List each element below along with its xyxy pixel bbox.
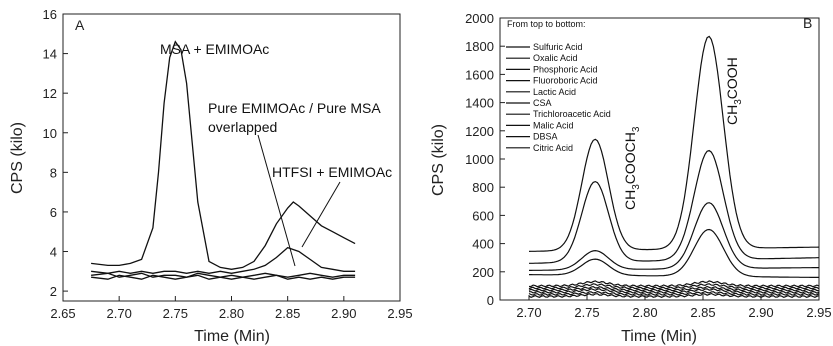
panel-b-series-line-7 bbox=[529, 288, 820, 294]
panel-a-series-line-2 bbox=[91, 272, 356, 278]
panel-b-x-tick-label: 2.90 bbox=[748, 305, 773, 320]
panel-a-y-tick-label: 10 bbox=[43, 126, 57, 141]
peak-label-ch3cooh: CH3COOH bbox=[724, 57, 744, 125]
panel-b-y-tick-label: 200 bbox=[472, 265, 494, 280]
panel-b-legend: From top to bottom: Sulfuric AcidOxalic … bbox=[506, 19, 611, 153]
panel-b-x-tick-label: 2.95 bbox=[806, 305, 831, 320]
legend-label: Citric Acid bbox=[533, 143, 573, 153]
panel-a-y-tick-label: 4 bbox=[50, 245, 57, 260]
legend-label: Oxalic Acid bbox=[533, 53, 578, 63]
panel-b-y-tick-label: 0 bbox=[487, 293, 494, 308]
panel-a-y-tick-label: 12 bbox=[43, 86, 57, 101]
panel-a-y-tick-label: 2 bbox=[50, 284, 57, 299]
panel-b-x-tick-label: 2.85 bbox=[690, 305, 715, 320]
panel-b-y-ticks: 0 200 400 600 800 1000 1200 1400 1600 1800 2000 bbox=[465, 11, 505, 308]
legend-label: Malic Acid bbox=[533, 120, 574, 130]
panel-b-series-line-6 bbox=[528, 285, 820, 292]
peak-label-ch3cooch3: CH3COOCH3 bbox=[622, 126, 642, 210]
panel-a-y-ticks: 2 4 6 8 10 12 14 16 bbox=[43, 7, 68, 299]
panel-a-x-axis-title: Time (Min) bbox=[194, 328, 270, 345]
panel-b-series-line-1 bbox=[529, 149, 819, 264]
annotation-pure-overlapped-line1: Pure EMIMOAc / Pure MSA bbox=[208, 100, 381, 116]
panel-b-series-line-5 bbox=[528, 283, 820, 290]
panel-b-y-tick-label: 1200 bbox=[465, 124, 494, 139]
annotation-pure-overlapped-line2: overlapped bbox=[208, 119, 277, 135]
annotation-pointer-overlapped bbox=[257, 134, 296, 267]
panel-a: 2.65 2.70 2.75 2.80 2.85 2.90 2.95 2 4 6 8 10 12 14 1… bbox=[9, 7, 413, 345]
panel-b-y-tick-label: 400 bbox=[472, 237, 494, 252]
panel-b-x-tick-label: 2.75 bbox=[574, 305, 599, 320]
panel-a-y-tick-label: 8 bbox=[50, 165, 57, 180]
legend-label: Lactic Acid bbox=[533, 87, 576, 97]
panel-b: 2.70 2.75 2.80 2.85 2.90 2.95 0 200 400 600 800 10… bbox=[430, 11, 832, 345]
panel-a-y-tick-label: 16 bbox=[43, 7, 57, 22]
panel-b-y-tick-label: 1800 bbox=[465, 39, 494, 54]
panel-a-x-tick-label: 2.95 bbox=[387, 306, 412, 321]
panel-b-x-tick-label: 2.80 bbox=[632, 305, 657, 320]
panel-a-x-tick-label: 2.80 bbox=[219, 306, 244, 321]
annotation-htfsi-emimoac: HTFSI + EMIMOAc bbox=[272, 164, 392, 180]
panel-b-x-axis-title: Time (Min) bbox=[621, 328, 697, 345]
panel-b-x-ticks: 2.70 2.75 2.80 2.85 2.90 2.95 bbox=[516, 295, 832, 320]
panel-b-series-line-4 bbox=[528, 280, 820, 288]
panel-a-x-tick-label: 2.85 bbox=[275, 306, 300, 321]
panel-b-y-axis-title: CPS (kilo) bbox=[430, 124, 447, 196]
panel-a-series bbox=[91, 40, 356, 280]
panel-b-series-line-0 bbox=[528, 35, 820, 252]
legend-title: From top to bottom: bbox=[507, 19, 586, 29]
panel-a-x-ticks: 2.65 2.70 2.75 2.80 2.85 2.90 2.95 bbox=[50, 296, 413, 321]
legend-label: Fluoroboric Acid bbox=[533, 76, 598, 86]
panel-b-series-line-8 bbox=[528, 290, 820, 296]
panel-b-y-tick-label: 1400 bbox=[465, 96, 494, 111]
panel-b-series bbox=[528, 35, 820, 298]
panel-a-x-tick-label: 2.65 bbox=[50, 306, 75, 321]
panel-a-x-tick-label: 2.70 bbox=[107, 306, 132, 321]
panel-a-letter: A bbox=[75, 17, 85, 33]
panel-a-y-tick-label: 6 bbox=[50, 205, 57, 220]
panel-a-y-axis-title: CPS (kilo) bbox=[9, 122, 26, 194]
panel-b-y-tick-label: 600 bbox=[472, 208, 494, 223]
legend-label: DBSA bbox=[533, 132, 558, 142]
panel-a-x-tick-label: 2.75 bbox=[163, 306, 188, 321]
panel-b-y-tick-label: 800 bbox=[472, 180, 494, 195]
panel-a-frame bbox=[62, 13, 401, 302]
panel-b-series-line-2 bbox=[529, 202, 819, 271]
panel-a-series-line-0 bbox=[91, 40, 356, 270]
panel-a-series-line-3 bbox=[91, 274, 356, 280]
legend-label: Trichloroacetic Acid bbox=[533, 109, 611, 119]
panel-b-y-tick-label: 1600 bbox=[465, 67, 494, 82]
panel-b-series-line-9 bbox=[528, 292, 820, 298]
panel-b-y-tick-label: 1000 bbox=[465, 152, 494, 167]
panel-b-letter: B bbox=[803, 15, 812, 31]
legend-label: CSA bbox=[533, 98, 552, 108]
annotation-msa-emimoac: MSA + EMIMOAc bbox=[160, 41, 269, 57]
panel-b-x-tick-label: 2.70 bbox=[516, 305, 541, 320]
annotation-pointer-htfsi bbox=[301, 181, 341, 248]
panel-a-x-tick-label: 2.90 bbox=[331, 306, 356, 321]
legend-label: Sulfuric Acid bbox=[533, 42, 583, 52]
panel-a-y-tick-label: 14 bbox=[43, 47, 57, 62]
panel-b-series-line-3 bbox=[529, 228, 819, 278]
panel-a-series-line-1 bbox=[91, 246, 356, 274]
panel-b-y-tick-label: 2000 bbox=[465, 11, 494, 26]
legend-label: Phosphoric Acid bbox=[533, 64, 598, 74]
